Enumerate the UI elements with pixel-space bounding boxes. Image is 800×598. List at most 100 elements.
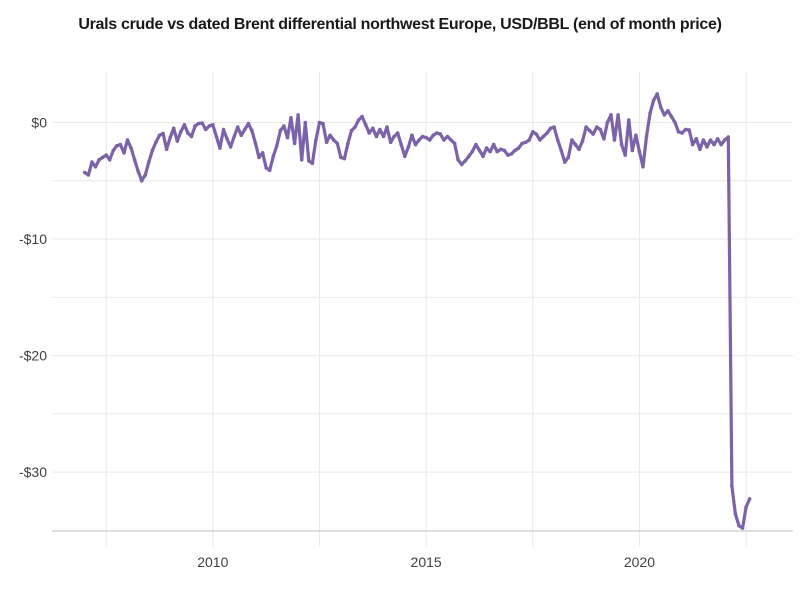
data-point-marker <box>491 142 496 147</box>
data-point-marker <box>275 144 279 148</box>
data-point-marker <box>463 159 468 163</box>
data-point-marker <box>331 138 336 142</box>
data-point-marker <box>282 124 286 128</box>
data-point-marker <box>577 147 581 152</box>
data-point-marker <box>129 146 133 150</box>
data-point-marker <box>363 123 368 127</box>
data-point-marker <box>250 128 254 133</box>
data-point-marker <box>523 140 528 145</box>
data-point-marker <box>612 138 617 142</box>
data-point-marker <box>609 113 613 117</box>
data-point-marker <box>548 126 553 131</box>
data-point-marker <box>235 125 240 129</box>
data-point-marker <box>182 123 187 127</box>
data-point-marker <box>730 484 734 488</box>
data-point-marker <box>747 497 752 501</box>
data-point-marker <box>584 125 588 129</box>
data-point-marker <box>495 149 500 154</box>
data-point-marker <box>737 524 741 528</box>
data-point-marker <box>367 131 372 135</box>
data-point-marker <box>559 148 563 153</box>
data-point-marker <box>310 161 315 166</box>
data-point-marker <box>644 134 649 139</box>
data-point-marker <box>267 168 272 173</box>
data-point-marker <box>712 142 716 147</box>
data-point-marker <box>171 126 176 131</box>
data-point-marker <box>481 154 485 159</box>
data-point-marker <box>509 152 514 156</box>
data-point-marker <box>726 135 731 139</box>
data-point-marker <box>602 137 606 141</box>
data-point-marker <box>104 153 108 157</box>
data-point-marker <box>193 124 197 128</box>
data-point-marker <box>417 138 421 142</box>
data-point-marker <box>690 142 695 147</box>
data-point-marker <box>228 145 233 149</box>
data-point-marker <box>570 138 574 142</box>
data-point-marker <box>378 127 382 132</box>
data-point-marker <box>563 160 567 164</box>
data-point-marker <box>431 133 436 138</box>
data-point-marker <box>587 128 592 133</box>
data-point-marker <box>662 113 667 117</box>
data-point-marker <box>410 133 414 138</box>
data-point-marker <box>349 128 354 133</box>
data-point-marker <box>435 131 439 135</box>
data-point-marker <box>232 134 236 139</box>
data-point-marker <box>427 138 432 142</box>
data-point-marker <box>353 125 357 129</box>
data-point-marker <box>111 148 116 153</box>
x-axis-tick-label: 2015 <box>411 554 442 570</box>
data-point-marker <box>100 155 105 160</box>
y-axis-tick-label: -$20 <box>19 348 47 364</box>
data-point-marker <box>271 154 276 159</box>
data-point-marker <box>395 131 400 135</box>
data-point-marker <box>634 133 638 138</box>
data-point-marker <box>566 155 571 160</box>
data-point-marker <box>459 162 464 167</box>
data-point-marker <box>715 137 720 141</box>
data-point-marker <box>619 142 624 147</box>
data-point-marker <box>107 158 112 162</box>
data-point-marker <box>150 148 155 153</box>
data-point-marker <box>744 505 748 509</box>
data-point-marker <box>445 134 450 139</box>
data-point-marker <box>630 148 635 153</box>
y-axis-tick-label: -$10 <box>19 231 47 247</box>
data-point-marker <box>595 125 599 129</box>
data-point-marker <box>669 114 674 119</box>
data-point-marker <box>132 158 137 162</box>
data-point-marker <box>406 145 411 149</box>
data-point-marker <box>502 148 507 153</box>
data-point-marker <box>484 146 489 150</box>
data-point-marker <box>161 131 165 136</box>
data-point-marker <box>627 118 631 122</box>
data-point-marker <box>214 134 219 139</box>
data-point-marker <box>513 148 517 153</box>
data-point-marker <box>555 138 560 142</box>
data-point-marker <box>147 160 151 164</box>
data-point-marker <box>381 134 386 139</box>
data-point-marker <box>698 147 702 152</box>
data-point-marker <box>243 127 247 132</box>
data-point-marker <box>292 141 297 146</box>
data-point-marker <box>115 144 119 148</box>
data-point-marker <box>374 134 379 139</box>
data-point-marker <box>488 149 492 154</box>
data-point-marker <box>86 173 91 177</box>
data-point-marker <box>506 153 510 157</box>
data-point-marker <box>545 131 549 135</box>
data-point-marker <box>164 147 169 152</box>
data-point-marker <box>452 141 457 146</box>
data-point-marker <box>299 158 304 162</box>
data-point-marker <box>470 149 475 154</box>
data-point-marker <box>335 141 340 146</box>
data-point-marker <box>118 142 123 147</box>
data-point-marker <box>722 138 727 142</box>
data-point-marker <box>342 156 347 161</box>
data-point-marker <box>321 121 325 126</box>
data-point-marker <box>317 120 322 125</box>
data-point-marker <box>666 109 670 113</box>
data-point-marker <box>403 154 407 159</box>
data-point-marker <box>324 140 329 145</box>
